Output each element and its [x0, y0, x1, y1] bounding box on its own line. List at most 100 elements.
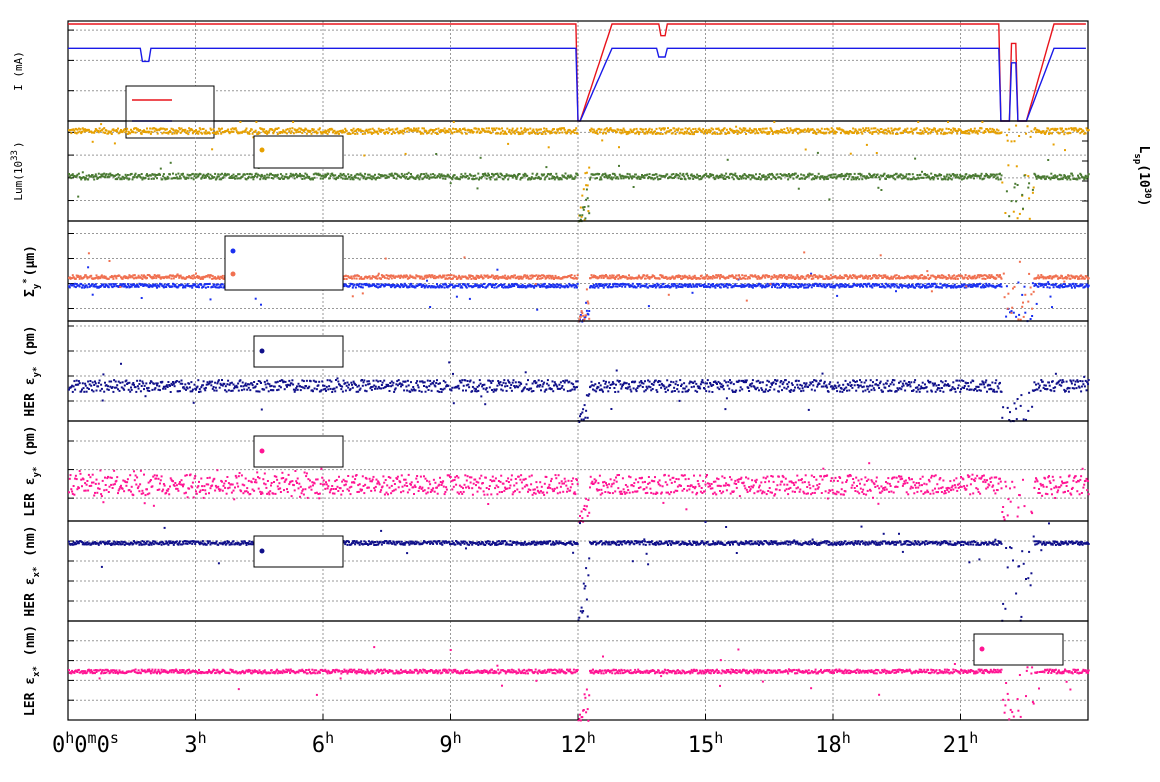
data-point [200, 177, 203, 180]
data-point [601, 174, 604, 177]
data-point [875, 283, 878, 286]
data-point [673, 283, 676, 286]
data-point [1050, 172, 1053, 175]
data-point [1063, 286, 1066, 288]
data-point [710, 283, 713, 286]
data-point [472, 175, 475, 177]
data-point [157, 276, 160, 279]
data-point [963, 283, 966, 286]
data-point [425, 172, 428, 175]
data-point [643, 274, 646, 277]
data-point [437, 175, 440, 178]
data-point [201, 132, 204, 135]
data-point [689, 284, 692, 287]
data-point [134, 172, 137, 175]
data-point [868, 129, 871, 132]
data-point [705, 275, 708, 278]
data-point [520, 127, 523, 130]
data-point [618, 285, 621, 287]
data-point [1077, 174, 1079, 177]
data-point [773, 274, 776, 277]
data-point [610, 276, 613, 279]
data-point [97, 130, 100, 132]
data-point [966, 177, 969, 180]
data-point [1054, 282, 1057, 285]
data-point [784, 275, 787, 278]
data-point [924, 129, 926, 132]
data-point [377, 173, 380, 176]
data-point [527, 128, 529, 131]
data-point [714, 286, 717, 289]
data-point [904, 176, 907, 179]
data-point [1073, 129, 1076, 132]
data-point [171, 177, 174, 180]
data-point [462, 276, 465, 278]
data-point [510, 132, 513, 135]
data-point [580, 310, 583, 313]
data-point [544, 176, 547, 179]
data-point [190, 128, 193, 131]
data-point [1074, 127, 1077, 130]
data-point [576, 286, 578, 289]
data-point [349, 133, 352, 135]
data-point [133, 127, 136, 130]
data-point [136, 276, 139, 279]
data-point [146, 173, 148, 176]
data-point [658, 277, 661, 280]
data-point [691, 175, 694, 178]
data-point [919, 129, 922, 132]
data-point [1031, 191, 1034, 194]
data-point [159, 167, 162, 170]
data-point [295, 172, 298, 175]
data-point [97, 172, 100, 175]
data-point [403, 175, 406, 178]
data-point [211, 286, 214, 288]
data-point [409, 176, 412, 179]
data-point [449, 129, 452, 132]
data-point [522, 131, 525, 134]
data-point [693, 131, 696, 133]
data-point [305, 128, 308, 131]
data-point [552, 283, 555, 286]
data-point [120, 129, 122, 131]
data-point [536, 278, 539, 280]
data-point [797, 283, 800, 285]
data-point [625, 276, 628, 279]
data-point [992, 130, 995, 133]
data-point [93, 178, 96, 181]
data-point [77, 274, 80, 277]
data-point [660, 128, 663, 131]
data-point [452, 277, 454, 280]
data-point [927, 282, 930, 285]
data-point [1070, 286, 1073, 289]
data-point [953, 283, 956, 286]
data-point [284, 131, 287, 134]
data-point [436, 133, 439, 135]
data-point [569, 274, 572, 277]
data-point [517, 286, 520, 288]
data-point [429, 275, 432, 278]
data-point [146, 276, 148, 279]
data-point [978, 130, 981, 133]
data-point [361, 283, 363, 286]
data-point [331, 131, 334, 134]
data-point [637, 175, 640, 178]
data-point [679, 131, 682, 134]
data-point [183, 176, 186, 179]
data-point [921, 132, 923, 135]
data-point [1008, 128, 1011, 131]
data-point [711, 285, 714, 288]
data-point [807, 127, 809, 130]
data-point [260, 303, 262, 306]
data-point [858, 178, 861, 181]
data-point [534, 176, 537, 179]
data-point [914, 283, 917, 286]
data-point [716, 127, 718, 130]
data-point [204, 176, 207, 179]
data-point [398, 132, 401, 134]
data-point [806, 129, 809, 132]
data-point [453, 131, 456, 134]
data-point [564, 172, 567, 175]
data-point [826, 175, 829, 178]
data-point [815, 177, 818, 180]
